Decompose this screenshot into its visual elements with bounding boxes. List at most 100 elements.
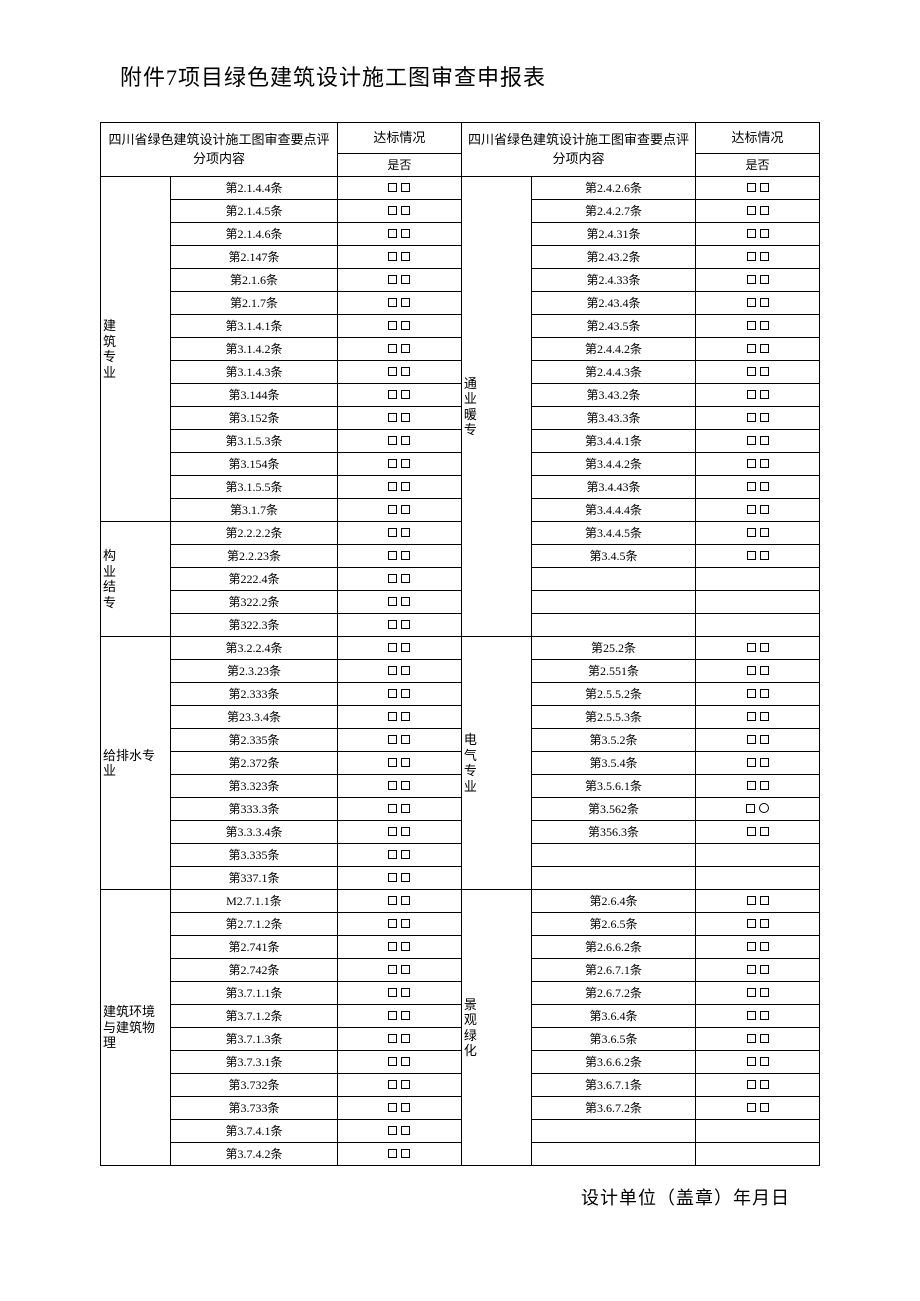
item-cell: 第3.6.7.2条 <box>531 1097 695 1120</box>
checkbox <box>388 367 397 376</box>
status-cell <box>337 959 461 982</box>
checkbox <box>747 919 756 928</box>
item-cell: 第3.6.4条 <box>531 1005 695 1028</box>
checkbox <box>760 712 769 721</box>
review-table: 四川省绿色建筑设计施工图审查要点评分项内容 达标情况 四川省绿色建筑设计施工图审… <box>100 122 820 1166</box>
status-cell <box>696 200 820 223</box>
checkbox <box>388 666 397 675</box>
item-cell: 第2.741条 <box>171 936 338 959</box>
checkbox <box>401 689 410 698</box>
table-row: 第2.335条第3.5.2条 <box>101 729 820 752</box>
status-cell <box>696 430 820 453</box>
hdr-status-right-sub: 是否 <box>696 154 820 177</box>
checkbox-pair <box>747 528 769 537</box>
checkbox <box>401 183 410 192</box>
checkbox <box>388 1103 397 1112</box>
checkbox-pair <box>388 712 410 721</box>
item-cell: 第3.1.5.3条 <box>171 430 338 453</box>
footer-signature: 设计单位（盖章）年月日 <box>100 1184 790 1210</box>
checkbox <box>760 505 769 514</box>
checkbox <box>388 229 397 238</box>
checkbox <box>388 252 397 261</box>
hdr-right-group: 四川省绿色建筑设计施工图审查要点评分项内容 <box>461 123 695 177</box>
checkbox <box>747 712 756 721</box>
checkbox-pair <box>388 344 410 353</box>
status-cell <box>337 936 461 959</box>
checkbox <box>401 1103 410 1112</box>
checkbox <box>401 873 410 882</box>
checkbox <box>760 1011 769 1020</box>
status-cell <box>696 591 820 614</box>
status-cell <box>337 1051 461 1074</box>
checkbox <box>401 1011 410 1020</box>
status-cell <box>337 430 461 453</box>
checkbox <box>401 758 410 767</box>
category-cell: 建筑环境与建筑物理 <box>101 890 171 1166</box>
checkbox <box>401 505 410 514</box>
checkbox <box>760 298 769 307</box>
checkbox <box>760 965 769 974</box>
checkbox-pair <box>747 436 769 445</box>
status-cell <box>696 614 820 637</box>
status-cell <box>337 246 461 269</box>
item-cell <box>531 591 695 614</box>
item-cell: 第3.562条 <box>531 798 695 821</box>
checkbox-pair <box>388 1011 410 1020</box>
status-cell <box>337 821 461 844</box>
checkbox-pair <box>747 1034 769 1043</box>
table-row: 给排水专业第3.2.2.4条电气专业第25.2条 <box>101 637 820 660</box>
table-row: 第3.7.3.1条第3.6.6.2条 <box>101 1051 820 1074</box>
checkbox <box>747 436 756 445</box>
table-row: 第2.3.23条第2.551条 <box>101 660 820 683</box>
status-cell <box>696 315 820 338</box>
table-row: 第3.335条 <box>101 844 820 867</box>
checkbox <box>388 1149 397 1158</box>
table-row: 第3.7.1.1条第2.6.7.2条 <box>101 982 820 1005</box>
item-cell: 第3.144条 <box>171 384 338 407</box>
item-cell: 第3.7.4.1条 <box>171 1120 338 1143</box>
checkbox-pair <box>747 551 769 560</box>
checkbox <box>760 482 769 491</box>
checkbox <box>401 206 410 215</box>
checkbox <box>760 206 769 215</box>
page-title: 附件7项目绿色建筑设计施工图审查申报表 <box>120 60 820 92</box>
status-cell <box>696 1005 820 1028</box>
table-row: 第2.7.1.2条第2.6.5条 <box>101 913 820 936</box>
item-cell: 第2.4.4.3条 <box>531 361 695 384</box>
checkbox-pair <box>388 321 410 330</box>
table-row: 第337.1条 <box>101 867 820 890</box>
checkbox-pair <box>747 689 769 698</box>
status-cell <box>337 177 461 200</box>
table-row: 第322.2条 <box>101 591 820 614</box>
item-cell: 第2.372条 <box>171 752 338 775</box>
checkbox <box>747 367 756 376</box>
checkbox-pair <box>746 803 769 813</box>
table-row: 第2.741条第2.6.6.2条 <box>101 936 820 959</box>
checkbox <box>760 643 769 652</box>
checkbox <box>388 551 397 560</box>
checkbox-pair <box>388 758 410 767</box>
status-cell <box>337 798 461 821</box>
item-cell: 第3.1.4.2条 <box>171 338 338 361</box>
checkbox <box>401 827 410 836</box>
item-cell: 第23.3.4条 <box>171 706 338 729</box>
checkbox <box>388 758 397 767</box>
checkbox <box>760 390 769 399</box>
checkbox <box>747 965 756 974</box>
checkbox <box>747 942 756 951</box>
item-cell: 第2.4.33条 <box>531 269 695 292</box>
checkbox-pair <box>388 367 410 376</box>
checkbox <box>747 666 756 675</box>
checkbox <box>747 298 756 307</box>
checkbox-pair <box>388 482 410 491</box>
item-cell: 第2.6.4条 <box>531 890 695 913</box>
checkbox <box>760 919 769 928</box>
table-row: 第3.7.4.1条 <box>101 1120 820 1143</box>
status-cell <box>696 706 820 729</box>
table-row: 第2.333条第2.5.5.2条 <box>101 683 820 706</box>
item-cell: 第2.1.7条 <box>171 292 338 315</box>
checkbox-pair <box>747 896 769 905</box>
checkbox <box>760 1057 769 1066</box>
checkbox <box>401 1057 410 1066</box>
checkbox-pair <box>388 873 410 882</box>
